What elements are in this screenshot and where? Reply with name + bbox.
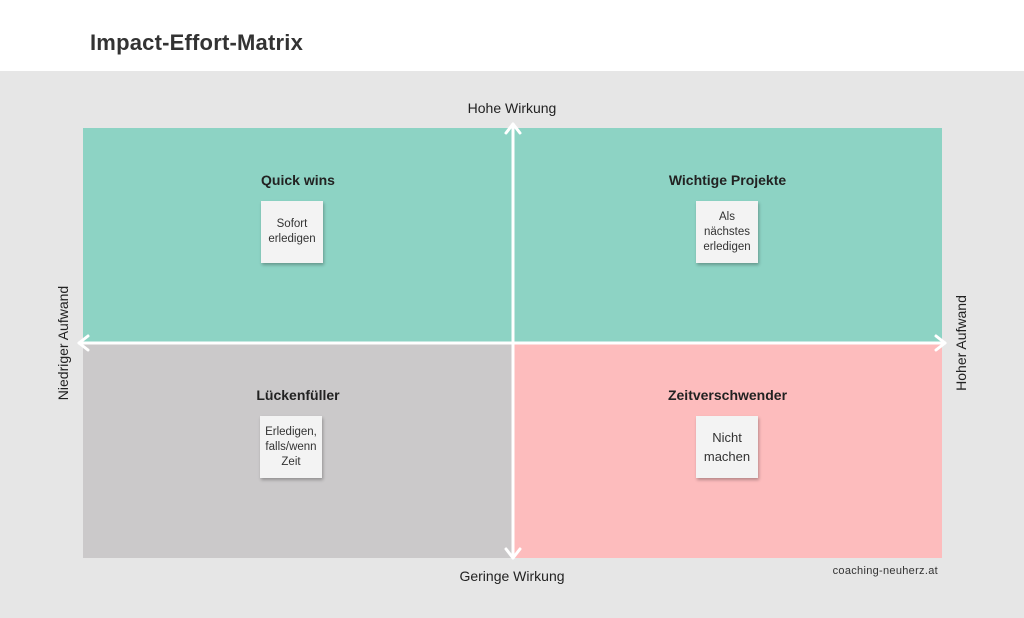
arrow-down-icon [504,547,522,560]
note-line: nächstes [703,225,750,238]
sticky-note: Als nächstes erledigen [696,201,758,263]
credit-text: coaching-neuherz.at [832,565,938,577]
axis-label-top: Hohe Wirkung [467,100,557,116]
sticky-note: Erledigen, falls/wenn Zeit [260,416,322,478]
note-line: Nicht [712,430,742,445]
quadrant-lueckenfueller: Lückenfüller Erledigen, falls/wenn Zeit [83,343,513,558]
quadrant-zeitverschwender: Zeitverschwender Nicht machen [513,343,942,558]
quadrant-quick-wins: Quick wins Sofort erledigen [83,128,513,343]
quadrant-title: Quick wins [261,172,335,188]
note-line: Erledigen, [265,425,317,438]
note-line: Zeit [281,455,301,468]
quadrant-wichtige-projekte: Wichtige Projekte Als nächstes erledigen [513,128,942,343]
quadrant-title: Zeitverschwender [667,387,788,403]
note-line: falls/wenn [265,440,317,453]
arrow-left-icon [77,334,90,352]
axis-label-bottom: Geringe Wirkung [459,568,565,584]
quadrant-title: Wichtige Projekte [668,172,787,188]
note-line: Sofort [276,218,308,230]
arrow-up-icon [504,122,522,135]
note-line: Als [719,210,735,223]
sticky-note: Sofort erledigen [261,201,323,263]
quadrant-title: Lückenfüller [256,387,340,403]
note-line: erledigen [703,240,751,253]
note-line: machen [703,449,751,464]
arrow-right-icon [934,334,947,352]
note-line: erledigen [268,233,316,245]
sticky-note: Nicht machen [696,416,758,478]
page-title: Impact-Effort-Matrix [90,30,304,55]
